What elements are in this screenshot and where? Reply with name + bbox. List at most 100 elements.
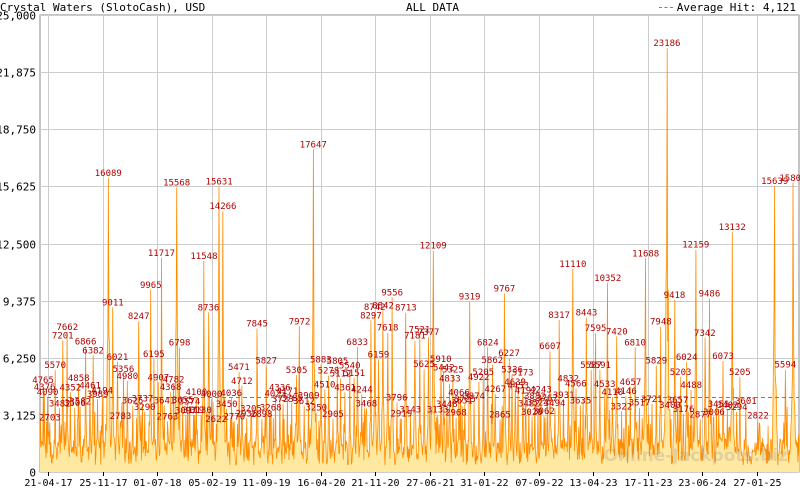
peak-label: 9319 [459, 293, 481, 303]
peak-label: 4657 [620, 378, 642, 388]
chart-title: Crystal Waters (SlotoCash), USD [0, 1, 205, 14]
x-tick-label: 27-01-25 [733, 478, 781, 489]
peak-label: 3020 [521, 408, 543, 418]
peak-label: 3205 [240, 404, 262, 414]
y-tick-label: 15,625 [0, 181, 36, 194]
peak-label: 7972 [289, 317, 311, 327]
peak-label: 3448 [436, 400, 458, 410]
peak-label: 2822 [747, 411, 769, 421]
peak-label: 3451 [708, 400, 730, 410]
peak-label: 5862 [482, 356, 504, 366]
x-tick-label: 23-06-24 [678, 478, 726, 489]
x-tick-label: 16-04-20 [297, 478, 345, 489]
peak-label: 13132 [719, 223, 746, 233]
peak-label: 2783 [110, 412, 132, 422]
x-tick-label: 17-11-23 [624, 478, 672, 489]
peak-label: 4090 [37, 388, 59, 398]
peak-label: 5442 [433, 364, 455, 374]
peak-label: 4023 [264, 389, 286, 399]
peak-label: 8742 [364, 303, 386, 313]
peak-label: 5112 [330, 370, 352, 380]
peak-label: 7201 [52, 331, 74, 341]
peak-label: 6866 [75, 337, 97, 347]
peak-label: 3635 [570, 397, 592, 407]
x-tick-label: 25-11-17 [79, 478, 127, 489]
peak-label: 5594 [774, 361, 796, 371]
peak-label: 2905 [322, 410, 344, 420]
peak-label: 11688 [632, 249, 659, 259]
x-tick-label: 13-04-23 [569, 478, 617, 489]
peak-label: 4110 [601, 388, 623, 398]
peak-label: 3631 [451, 397, 473, 407]
peak-label: 3482 [49, 399, 71, 409]
peak-label: 17647 [300, 140, 327, 150]
peak-label: 2936 [236, 409, 258, 419]
peak-label: 7521 [409, 326, 431, 336]
peak-label: 2898 [251, 410, 273, 420]
peak-label: 5471 [228, 363, 250, 373]
peak-label: 7377 [418, 328, 440, 338]
y-tick-label: 3,125 [3, 410, 36, 423]
peak-label: 3290 [134, 403, 156, 413]
peak-label: 3130 [190, 406, 212, 416]
peak-label: 23186 [653, 39, 680, 49]
peak-label: 15568 [163, 178, 190, 188]
peak-label: 4243 [530, 385, 552, 395]
y-tick-label: 12,500 [0, 239, 36, 252]
peak-label: 4980 [116, 372, 138, 382]
peak-label: 2865 [489, 411, 511, 421]
peak-label: 3482 [518, 399, 540, 409]
peak-label: 3268 [260, 403, 282, 413]
peak-label: 10352 [594, 274, 621, 284]
peak-label: 5805 [327, 357, 349, 367]
peak-label: 6607 [539, 342, 561, 352]
peak-label: 3322 [611, 402, 633, 412]
peak-label: 3989 [87, 390, 109, 400]
peak-label: 8736 [198, 303, 220, 313]
peak-label: 4533 [594, 380, 616, 390]
peak-label: 11110 [559, 260, 586, 270]
peak-label: 4832 [557, 375, 579, 385]
peak-label: 9418 [664, 291, 686, 301]
peak-label: 3400 [659, 401, 681, 411]
peak-label: 5325 [442, 366, 464, 376]
peak-label: 6833 [346, 338, 368, 348]
peak-label: 3582 [69, 398, 91, 408]
peak-label: 3655 [172, 396, 194, 406]
peak-label: 3517 [629, 399, 651, 409]
peak-label: 3785 [281, 394, 303, 404]
peak-label: 14266 [209, 202, 236, 212]
peak-label: 3641 [154, 396, 176, 406]
peak-label: 3402 [717, 401, 739, 411]
peak-label: 5587 [580, 361, 602, 371]
peak-label: 3097 [175, 406, 197, 416]
peak-label: 6195 [143, 350, 165, 360]
peak-label: 9965 [140, 281, 162, 291]
peak-label: 9767 [494, 284, 516, 294]
peak-label: 4036 [220, 389, 242, 399]
peak-label: 4361 [334, 383, 356, 393]
peak-label: 3143 [400, 406, 422, 416]
peak-label: 7420 [606, 327, 628, 337]
peak-label: 3006 [703, 408, 725, 418]
peak-label: 11548 [190, 252, 217, 262]
peak-label: 5205 [729, 368, 751, 378]
peak-label: 3450 [216, 400, 238, 410]
peak-label: 4833 [439, 375, 461, 385]
peak-label: 3874 [463, 392, 485, 402]
chart-title-text: Crystal Waters (SlotoCash), USD [0, 1, 206, 14]
peak-label: 2622 [205, 415, 227, 425]
peak-label: 3882 [524, 392, 546, 402]
peak-label: 4639 [504, 378, 526, 388]
peak-label: 3725 [454, 395, 476, 405]
x-tick-label: 01-07-18 [133, 478, 181, 489]
peak-label: 9556 [381, 288, 403, 298]
average-label: Average Hit: 4,121 [676, 1, 796, 14]
peak-label: 9011 [102, 298, 124, 308]
peak-label: 9486 [699, 290, 721, 300]
peak-label: 3737 [132, 395, 154, 405]
peak-label: 4368 [160, 383, 182, 393]
peak-label: 5827 [255, 356, 277, 366]
peak-label: 6382 [82, 346, 104, 356]
